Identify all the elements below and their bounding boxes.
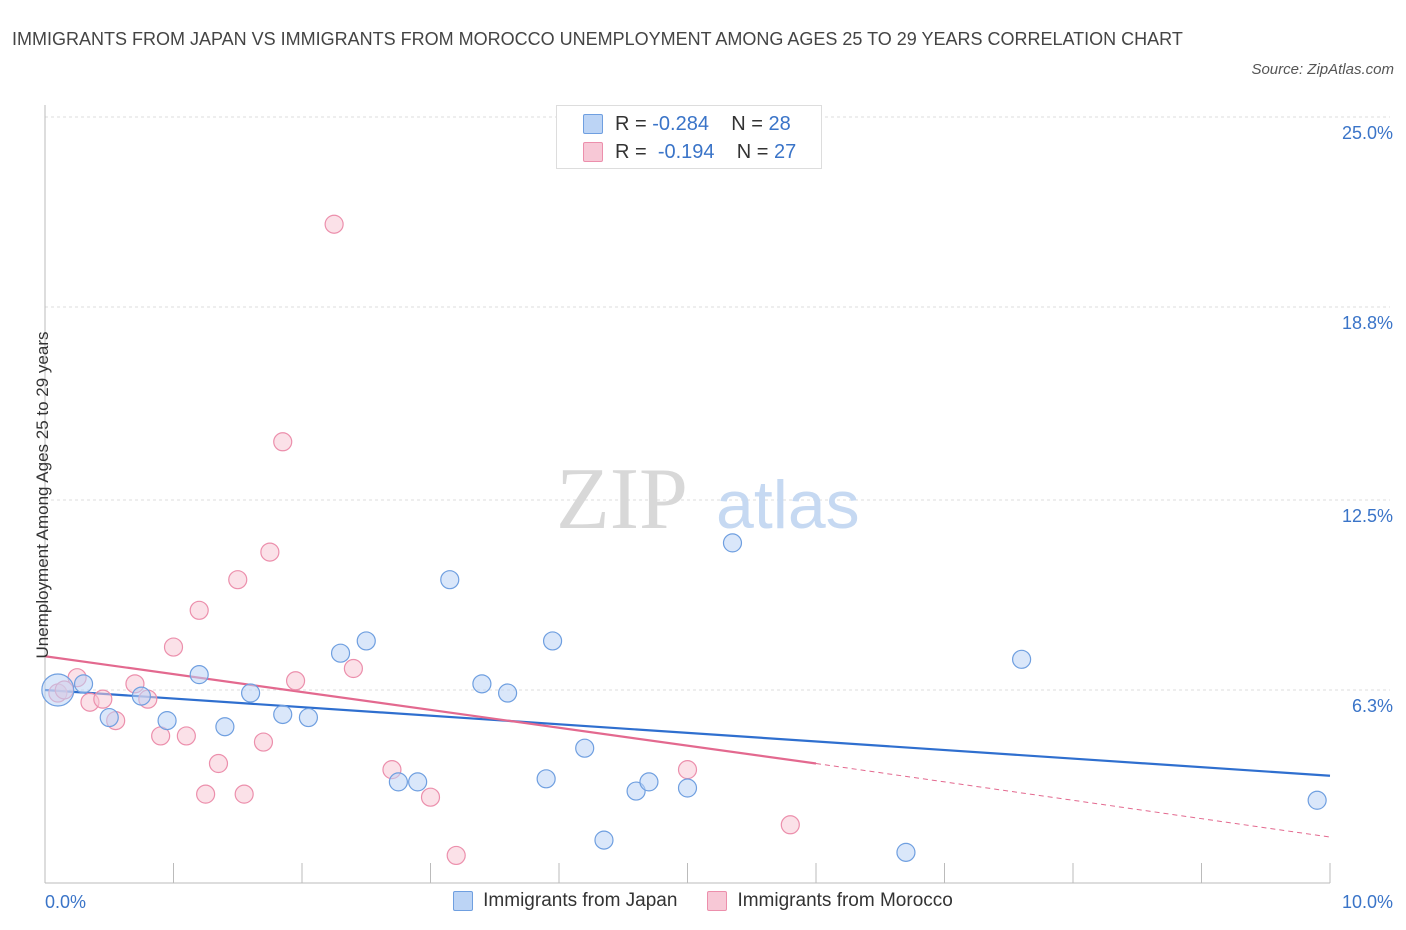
japan-point — [215, 717, 235, 737]
tick-labels: 6.3% 12.5% 18.8% 25.0% 0.0% 10.0% — [45, 123, 1393, 912]
legend-item-morocco[interactable]: Immigrants from Morocco — [707, 890, 953, 912]
japan-point — [896, 842, 916, 862]
morocco-point — [420, 787, 441, 807]
y-tick-label: 6.3% — [1352, 696, 1393, 716]
morocco-legend-swatch — [707, 891, 728, 911]
morocco-point — [163, 637, 184, 657]
morocco-point — [176, 726, 196, 746]
japan-swatch — [583, 114, 603, 134]
morocco-point — [273, 432, 293, 452]
japan-point — [408, 772, 428, 792]
japan-point — [241, 683, 261, 703]
morocco-r-value: -0.194 — [657, 140, 715, 163]
morocco-swatch — [583, 142, 603, 162]
morocco-point — [228, 570, 248, 590]
japan-point — [330, 643, 351, 663]
japan-point — [131, 686, 151, 706]
morocco-point — [234, 784, 254, 804]
japan-point — [99, 707, 119, 728]
x-tick-label-min: 0.0% — [45, 892, 86, 912]
japan-point — [273, 704, 293, 725]
morocco-point — [780, 815, 800, 835]
r-label: R = — [615, 140, 647, 163]
data-points — [41, 214, 1327, 866]
morocco-point — [260, 542, 280, 562]
morocco-point — [208, 753, 229, 774]
legend-item-japan[interactable]: Immigrants from Japan — [453, 890, 677, 912]
japan-r-value: -0.284 — [652, 112, 709, 135]
japan-point — [542, 631, 563, 651]
morocco-point — [677, 760, 698, 780]
watermark-zip: ZIP — [556, 451, 688, 548]
japan-n-value: 28 — [768, 112, 791, 135]
x-tick-label-max: 10.0% — [1342, 892, 1393, 912]
watermark-atlas: atlas — [716, 467, 860, 543]
japan-point — [722, 533, 743, 553]
japan-legend-swatch — [453, 891, 474, 911]
source-label: Source: ZipAtlas.com — [1251, 61, 1394, 78]
legend-row-morocco: R = -0.194 N = 27 — [583, 139, 796, 165]
morocco-point — [196, 784, 216, 804]
morocco-trend-line — [44, 655, 817, 765]
series-legend: Immigrants from Japan Immigrants from Mo… — [0, 890, 1406, 912]
morocco-point — [343, 658, 363, 679]
japan-point — [594, 830, 614, 850]
morocco-n-value: 27 — [774, 140, 797, 163]
japan-point — [41, 673, 75, 707]
japan-point — [677, 778, 698, 798]
correlation-legend: R = -0.284 N = 28 R = -0.194 N = 27 — [556, 105, 822, 169]
japan-point — [356, 631, 376, 651]
n-label: N = — [736, 140, 769, 163]
morocco-point — [253, 732, 274, 752]
japan-point — [498, 683, 518, 703]
japan-point — [1307, 790, 1327, 810]
japan-point — [1011, 649, 1032, 669]
japan-point — [189, 665, 209, 685]
morocco-trend-extension — [815, 763, 1331, 838]
morocco-point — [189, 600, 209, 620]
japan-legend-label: Immigrants from Japan — [483, 890, 678, 911]
japan-point — [73, 674, 94, 694]
morocco-legend-label: Immigrants from Morocco — [737, 890, 953, 911]
morocco-point — [93, 689, 113, 709]
n-label: N = — [731, 112, 763, 135]
axes — [44, 105, 1331, 884]
r-label: R = — [615, 112, 647, 135]
trend-lines — [44, 655, 1331, 838]
morocco-point — [446, 845, 466, 866]
japan-point — [440, 570, 460, 590]
japan-point — [388, 772, 408, 792]
japan-point — [157, 711, 177, 731]
japan-point — [472, 674, 492, 694]
y-tick-label: 12.5% — [1342, 506, 1393, 526]
legend-row-japan: R = -0.284 N = 28 — [583, 111, 791, 137]
y-tick-label: 25.0% — [1342, 123, 1393, 143]
y-tick-label: 18.8% — [1342, 313, 1393, 333]
chart-title: IMMIGRANTS FROM JAPAN VS IMMIGRANTS FROM… — [12, 29, 1183, 49]
y-axis-label: Unemployment Among Ages 25 to 29 years — [33, 331, 52, 659]
japan-point — [575, 738, 595, 758]
japan-point — [536, 769, 556, 789]
morocco-point — [285, 671, 306, 691]
japan-point — [639, 772, 659, 792]
grid-lines — [45, 116, 1390, 691]
japan-point — [298, 707, 319, 728]
japan-trend-line — [44, 688, 1331, 777]
morocco-point — [324, 214, 344, 234]
